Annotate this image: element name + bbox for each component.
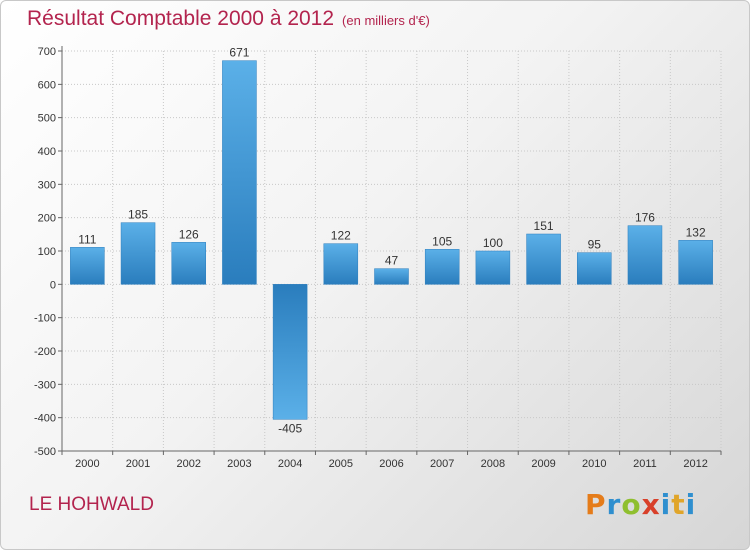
y-tick-label: 700	[38, 46, 56, 58]
bar-2012[interactable]	[678, 240, 713, 285]
bar-2011[interactable]	[627, 225, 663, 285]
data-label: 126	[179, 227, 199, 241]
data-label: 122	[331, 229, 351, 243]
y-tick-label: 500	[38, 113, 56, 125]
x-tick-label: 2006	[379, 458, 403, 470]
y-tick-label: 100	[38, 246, 56, 258]
bar-2004[interactable]	[272, 284, 308, 420]
x-tick-label: 2002	[176, 458, 200, 470]
proxiti-logo[interactable]: Proxiti	[585, 488, 696, 521]
data-label: 105	[432, 234, 452, 248]
logo-letter: x	[641, 488, 661, 521]
chart-title-text: Résultat Comptable 2000 à 2012	[27, 7, 335, 30]
logo-letter: r	[606, 488, 622, 521]
bar-2007[interactable]	[424, 249, 460, 285]
y-tick-label: -100	[34, 313, 56, 325]
bar-2003[interactable]	[222, 60, 257, 285]
y-tick-label: -200	[34, 346, 56, 358]
logo-letter: o	[621, 488, 642, 521]
logo-letter: t	[671, 488, 686, 521]
bar-2002[interactable]	[171, 242, 206, 285]
data-label: 111	[78, 232, 97, 246]
x-tick-label: 2004	[278, 458, 302, 470]
y-tick-label: -500	[34, 446, 56, 458]
x-tick-label: 2001	[126, 458, 150, 470]
data-label: -405	[278, 421, 302, 435]
data-label: 185	[128, 208, 148, 222]
bar-2001[interactable]	[120, 222, 156, 285]
bar-2000[interactable]	[70, 247, 105, 285]
x-tick-label: 2009	[531, 458, 555, 470]
bar-2005[interactable]	[323, 243, 359, 285]
x-tick-label: 2008	[481, 458, 505, 470]
data-label: 176	[635, 211, 655, 225]
x-tick-label: 2010	[582, 458, 606, 470]
y-tick-label: -400	[34, 413, 56, 425]
logo-letter: P	[585, 488, 607, 521]
y-tick-label: 300	[38, 179, 56, 191]
place-name: LE HOHWALD	[29, 494, 154, 515]
data-label: 100	[483, 236, 503, 250]
y-tick-label: 0	[50, 279, 56, 291]
data-label: 151	[534, 219, 554, 233]
logo-letter: i	[685, 488, 697, 521]
logo-letter: i	[660, 488, 672, 521]
y-tick-label: 400	[38, 146, 56, 158]
bar-2008[interactable]	[475, 250, 511, 285]
bar-2006[interactable]	[374, 268, 409, 285]
data-label: 132	[686, 225, 706, 239]
data-label: 95	[588, 238, 602, 252]
x-tick-label: 2000	[75, 458, 99, 470]
chart-title: Résultat Comptable 2000 à 2012 (en millie…	[27, 7, 430, 31]
x-tick-label: 2007	[430, 458, 454, 470]
x-tick-label: 2012	[683, 458, 707, 470]
bar-2010[interactable]	[577, 252, 612, 285]
bar-2009[interactable]	[526, 233, 561, 285]
x-tick-label: 2005	[329, 458, 353, 470]
data-label: 671	[229, 46, 249, 60]
chart-subtitle: (en milliers d'€)	[342, 13, 430, 28]
x-tick-label: 2003	[227, 458, 251, 470]
data-label: 47	[385, 254, 399, 268]
x-tick-label: 2011	[633, 458, 657, 470]
y-tick-label: 200	[38, 213, 56, 225]
y-tick-label: -300	[34, 379, 56, 391]
y-tick-label: 600	[38, 79, 56, 91]
